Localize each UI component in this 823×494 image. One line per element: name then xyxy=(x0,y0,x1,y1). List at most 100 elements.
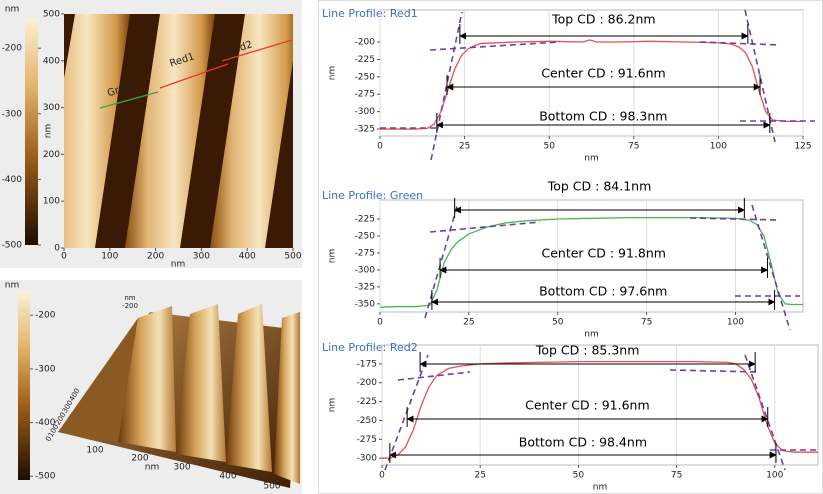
cd-label: Top CD : 86.2nm xyxy=(551,12,656,27)
y-tick-label: 0 xyxy=(54,244,60,254)
colorbar xyxy=(25,18,38,245)
y-tick-label: -275 xyxy=(357,435,377,445)
x-tick-label: 125 xyxy=(794,142,811,152)
x-tick-label: 500 xyxy=(284,252,301,262)
x-tick-label: 0 xyxy=(61,252,67,262)
x-tick-label: 100 xyxy=(766,471,783,481)
profile-line xyxy=(379,216,803,308)
x-tick-label: 400 xyxy=(239,252,256,262)
colorbar-tick-label: -500 xyxy=(35,472,56,482)
profile-line xyxy=(99,91,159,109)
tangent-line xyxy=(699,41,781,46)
y-tick-label: -225 xyxy=(357,397,377,407)
x-tick-label: 300 xyxy=(193,252,210,262)
colorbar-tick-label: -400 xyxy=(2,175,23,185)
panel-profiles xyxy=(318,0,823,494)
tangent-line xyxy=(751,204,791,331)
y-tick-label: -325 xyxy=(355,282,375,292)
y-tick-label: 300 xyxy=(43,103,60,113)
x-tick-label: 50 xyxy=(552,318,564,328)
profile-line xyxy=(159,63,229,89)
cd-label: Top CD : 85.3nm xyxy=(535,343,640,358)
y-tick-label: -325 xyxy=(355,125,375,135)
tangent-line xyxy=(744,354,786,471)
colorbar-tick-label: -300 xyxy=(35,364,56,374)
y-tick-label: -250 xyxy=(355,72,376,82)
cd-label: Bottom CD : 97.6nm xyxy=(539,284,667,299)
y-tick-label: -300 xyxy=(357,454,378,464)
x-axis-label: nm xyxy=(145,463,159,473)
x-tick-label: 500 xyxy=(263,482,280,492)
y-tick-label: -300 xyxy=(355,107,376,117)
cd-label: Bottom CD : 98.4nm xyxy=(519,435,647,450)
x-tick-label: 0 xyxy=(379,471,385,481)
cd-label: Center CD : 91.6nm xyxy=(541,66,666,81)
x-tick-label: 25 xyxy=(459,142,470,152)
x-tick-label: 75 xyxy=(641,318,652,328)
y-tick-label: -200 xyxy=(357,378,378,388)
tangent-line xyxy=(397,371,471,381)
x-tick-label: 0 xyxy=(377,318,383,328)
cd-label: Center CD : 91.6nm xyxy=(525,398,650,413)
afm-image xyxy=(64,14,293,248)
x-tick-label: 50 xyxy=(543,142,555,152)
tangent-line xyxy=(429,221,541,233)
y-tick-label: -300 xyxy=(355,265,376,275)
x-tick-label: 75 xyxy=(671,471,682,481)
x-tick-label: 0 xyxy=(377,142,383,152)
profile-line xyxy=(380,39,803,130)
x-axis-label: nm xyxy=(584,330,598,340)
chart-title: Line Profile: Red2 xyxy=(322,341,418,354)
x-tick-label: 25 xyxy=(474,471,485,481)
x-tick-label: 75 xyxy=(628,142,639,152)
y-tick-label: -275 xyxy=(355,90,375,100)
y-tick-label: -225 xyxy=(355,55,375,65)
x-tick-label: 100 xyxy=(86,446,103,456)
y-axis-label: nm xyxy=(44,124,54,138)
tangent-line xyxy=(384,354,429,471)
y-tick-label: 400 xyxy=(43,56,60,66)
y-tick-label: 100 xyxy=(43,197,60,207)
x-tick-label: 200 xyxy=(131,454,148,464)
y-tick-label: -200 xyxy=(355,38,376,48)
y-tick-label: -250 xyxy=(355,231,376,241)
y-tick-label: -350 xyxy=(355,299,376,309)
colorbar-label: nm xyxy=(5,281,19,291)
colorbar-tick-label: -400 xyxy=(35,418,56,428)
colorbar-label: nm xyxy=(5,5,19,15)
chart-title: Line Profile: Green xyxy=(322,189,423,202)
cd-label: Center CD : 91.8nm xyxy=(542,246,667,261)
y-axis-label: nm xyxy=(328,398,338,412)
y-axis-label: nm xyxy=(328,249,338,263)
y-tick-label: -275 xyxy=(355,248,375,258)
y-tick-label: 200 xyxy=(43,150,60,160)
afm-3d-image xyxy=(58,304,300,488)
z-tick-label: -200 xyxy=(122,302,138,310)
x-tick-label: 100 xyxy=(727,318,744,328)
tangent-line xyxy=(669,369,761,373)
colorbar-tick-label: -200 xyxy=(2,44,23,54)
tangent-line xyxy=(429,41,561,51)
colorbar-tick-label: -500 xyxy=(2,241,23,251)
y-tick-label: 0 xyxy=(44,435,53,443)
x-axis-label: nm xyxy=(584,154,598,164)
y-tick-label: -250 xyxy=(357,416,378,426)
profile-line xyxy=(221,39,293,62)
x-tick-label: 400 xyxy=(219,472,236,482)
y-tick-label: 500 xyxy=(43,10,60,20)
colorbar-tick-label: -300 xyxy=(2,109,23,119)
x-axis-label: nm xyxy=(593,483,607,493)
tangent-line xyxy=(689,217,781,221)
colorbar-tick-label: -200 xyxy=(35,311,56,321)
z-axis-label: nm xyxy=(124,294,135,302)
x-tick-label: 100 xyxy=(710,142,727,152)
chart-title: Line Profile: Red1 xyxy=(322,7,418,20)
x-tick-label: 25 xyxy=(463,318,474,328)
x-axis-label: nm xyxy=(171,260,185,270)
x-tick-label: 200 xyxy=(147,252,164,262)
x-tick-label: 300 xyxy=(173,463,190,473)
y-tick-label: -225 xyxy=(355,215,375,225)
cd-label: Top CD : 84.1nm xyxy=(547,179,652,194)
x-tick-label: 100 xyxy=(101,252,118,262)
